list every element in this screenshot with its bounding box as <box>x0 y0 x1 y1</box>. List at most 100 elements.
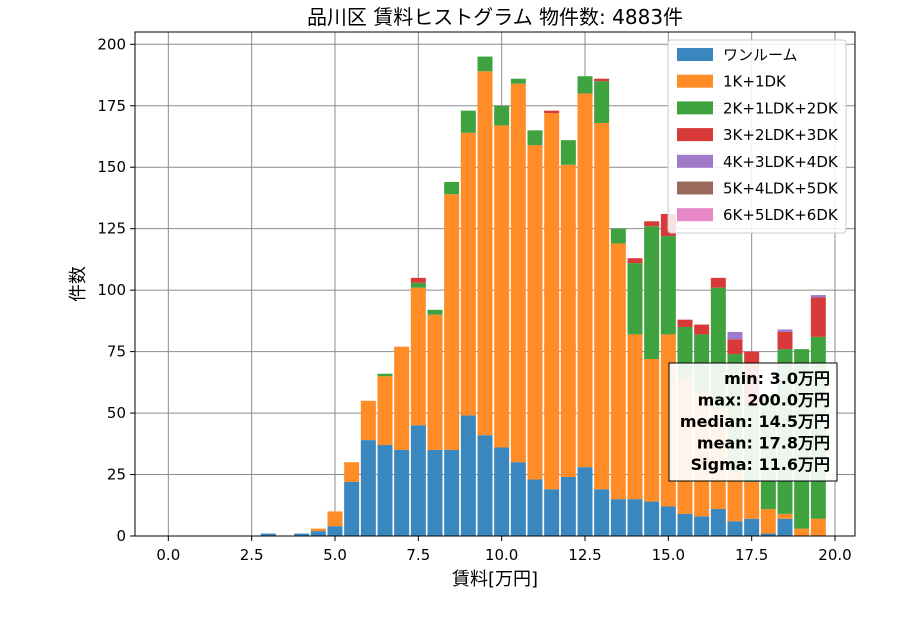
bar-segment <box>627 263 643 335</box>
bar-segment <box>344 481 360 536</box>
bar-segment <box>644 501 660 536</box>
bar-segment <box>427 449 443 536</box>
legend-swatch <box>677 181 713 195</box>
bar-segment <box>460 132 476 416</box>
chart-title: 品川区 賃料ヒストグラム 物件数: 4883件 <box>307 5 683 29</box>
bar-segment <box>310 531 326 536</box>
bar-segment <box>527 479 543 536</box>
bar-segment <box>477 71 493 436</box>
bar-segment <box>644 358 660 502</box>
bar-segment <box>327 511 343 527</box>
y-tick-label: 0 <box>116 527 126 545</box>
y-tick-label: 175 <box>97 97 126 115</box>
bar-segment <box>260 533 276 536</box>
bar-segment <box>660 236 676 335</box>
y-tick-label: 25 <box>107 466 126 484</box>
bar-segment <box>360 400 376 441</box>
x-tick-label: 5.0 <box>323 546 347 564</box>
y-axis-ticks: 0 25 50 75 100 125 150 175 200 <box>97 35 135 545</box>
bar-segment <box>544 110 560 114</box>
bar-segment <box>410 282 426 288</box>
x-axis-ticks: 0.0 2.5 5.0 7.5 10.0 12.5 15.0 17.5 20.0 <box>156 536 852 564</box>
x-axis-label: 賃料[万円] <box>452 569 538 590</box>
x-tick-label: 10.0 <box>485 546 518 564</box>
bar-segment <box>327 526 343 536</box>
legend-swatch <box>677 208 713 222</box>
bar-segment <box>377 445 393 536</box>
bar-segment <box>344 462 360 482</box>
legend-label: 5K+4LDK+5DK <box>723 180 839 198</box>
bar-segment <box>544 489 560 536</box>
bar-segment <box>810 295 826 298</box>
bar-segment <box>627 499 643 536</box>
legend: ワンルーム 1K+1DK 2K+1LDK+2DK 3K+2LDK+3DK 4K+3LDK… <box>667 39 847 234</box>
bar-segment <box>460 110 476 133</box>
stats-line: Sigma: 11.6万円 <box>691 455 830 474</box>
legend-label: 3K+2LDK+3DK <box>723 126 839 144</box>
bar-segment <box>560 140 576 165</box>
bar-segment <box>727 331 743 340</box>
bar-segment <box>377 376 393 446</box>
stats-box: min: 3.0万円 max: 200.0万円 median: 14.5万円 mean… <box>668 362 838 482</box>
bar-segment <box>644 221 660 227</box>
bar-segment <box>360 440 376 536</box>
bar-segment <box>477 435 493 536</box>
bar-segment <box>494 105 510 126</box>
bar-segment <box>794 528 810 536</box>
bar-segment <box>744 481 760 519</box>
stats-line: max: 200.0万円 <box>698 391 830 410</box>
legend-label: 4K+3LDK+4DK <box>723 153 839 171</box>
stats-box-frame <box>668 362 838 482</box>
bar-segment <box>727 339 743 355</box>
x-tick-label: 7.5 <box>406 546 430 564</box>
bar-segment <box>777 329 793 332</box>
x-tick-label: 20.0 <box>818 546 851 564</box>
bar-segment <box>460 415 476 536</box>
bar-segment <box>444 194 460 450</box>
bar-segment <box>677 319 693 328</box>
x-tick-label: 12.5 <box>568 546 601 564</box>
bar-segment <box>294 533 310 536</box>
bar-segment <box>494 447 510 536</box>
bar-segment <box>694 324 710 335</box>
bar-segment <box>410 277 426 283</box>
bar-segment <box>710 277 726 288</box>
bar-segment <box>760 508 776 534</box>
legend-label: ワンルーム <box>723 46 798 64</box>
x-tick-label: 0.0 <box>156 546 180 564</box>
legend-label: 2K+1LDK+2DK <box>723 99 839 117</box>
bar-segment <box>610 228 626 244</box>
legend-swatch <box>677 101 713 115</box>
legend-label: 6K+5LDK+6DK <box>723 206 839 224</box>
stats-line: min: 3.0万円 <box>724 369 830 388</box>
bar-segment <box>544 113 560 490</box>
bar-segment <box>510 78 526 84</box>
bar-segment <box>510 462 526 536</box>
bar-segment <box>694 516 710 536</box>
bar-segment <box>810 518 826 536</box>
y-tick-label: 150 <box>97 158 126 176</box>
bar-segment <box>477 56 493 72</box>
bar-segment <box>610 499 626 536</box>
y-axis-label: 件数 <box>68 266 89 302</box>
x-tick-label: 2.5 <box>240 546 264 564</box>
bar-segment <box>527 130 543 146</box>
stats-line: mean: 17.8万円 <box>697 434 830 453</box>
legend-label: 1K+1DK <box>723 73 787 91</box>
x-tick-label: 15.0 <box>652 546 685 564</box>
legend-swatch <box>677 48 713 61</box>
y-tick-label: 100 <box>97 281 126 299</box>
bar-segment <box>627 334 643 500</box>
bar-segment <box>560 476 576 536</box>
y-tick-label: 50 <box>107 404 126 422</box>
bar-segment <box>627 258 643 264</box>
bar-segment <box>777 331 793 350</box>
legend-swatch <box>677 74 713 88</box>
bar-segment <box>810 297 826 337</box>
bar-segment <box>577 467 593 536</box>
bar-segment <box>427 314 443 450</box>
bar-segment <box>744 518 760 536</box>
bar-segment <box>727 472 743 522</box>
